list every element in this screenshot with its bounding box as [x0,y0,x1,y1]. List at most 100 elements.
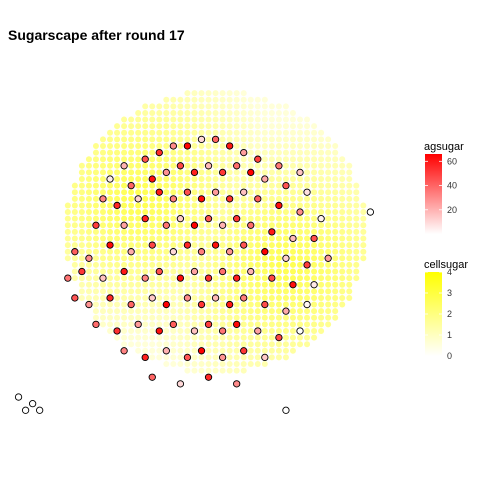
landscape-cell [226,268,233,275]
agent-point [106,294,114,302]
landscape-cell [163,156,170,163]
landscape-cell [198,182,205,189]
landscape-cell [128,129,135,136]
landscape-cell [233,367,240,374]
landscape-cell [71,242,78,249]
landscape-cell [282,109,289,116]
landscape-cell [149,169,156,176]
landscape-cell [191,361,198,368]
landscape-cell [233,288,240,295]
landscape-cell [212,308,219,315]
landscape-cell [198,255,205,262]
landscape-cell [149,116,156,123]
landscape-cell [170,103,177,110]
landscape-cell [135,281,142,288]
landscape-cell [156,136,163,143]
landscape-cell [226,294,233,301]
landscape-cell [170,169,177,176]
agent-point [225,195,234,203]
landscape-cell [254,96,261,103]
landscape-cell [332,268,339,275]
landscape-cell [92,242,99,249]
landscape-cell [289,156,296,163]
landscape-cell [128,136,135,143]
landscape-cell [78,248,85,255]
landscape-cell [114,162,121,169]
landscape-cell [275,222,282,229]
landscape-cell [177,235,184,242]
landscape-cell [128,294,135,301]
landscape-cell [121,314,128,321]
landscape-cell [99,288,106,295]
landscape-cell [268,129,275,136]
landscape-cell [240,301,247,308]
landscape-cell [268,222,275,229]
landscape-cell [318,176,325,183]
landscape-cell [121,255,128,262]
landscape-cell [332,275,339,282]
landscape-cell [114,268,121,275]
landscape-cell [353,275,360,282]
landscape-cell [346,202,353,209]
landscape-cell [346,182,353,189]
agent-point [85,300,93,309]
landscape-cell [297,308,304,315]
landscape-cell [135,202,142,209]
landscape-cell [198,275,205,282]
landscape-cell [212,149,219,156]
landscape-cell [275,235,282,242]
landscape-cell [64,215,71,222]
landscape-cell [121,248,128,255]
landscape-cell [212,123,219,130]
landscape-cell [114,294,121,301]
landscape-cell [99,308,106,315]
landscape-cell [268,261,275,268]
agent-point [176,215,185,223]
landscape-cell [289,321,296,328]
landscape-cell [163,123,170,130]
landscape-cell [99,169,106,176]
landscape-cell [85,235,92,242]
landscape-cell [297,248,304,255]
landscape-cell [325,294,332,301]
landscape-cell [198,222,205,229]
landscape-cell [177,189,184,196]
landscape-cell [85,288,92,295]
landscape-cell [297,321,304,328]
agent-point [282,307,290,315]
landscape-cell [304,123,311,130]
landscape-cell [205,142,212,149]
landscape-cell [85,275,92,282]
landscape-cell [226,228,233,235]
landscape-cell [282,169,289,176]
landscape-cell [289,176,296,183]
landscape-cell [325,149,332,156]
landscape-cell [268,255,275,262]
landscape-cell [304,222,311,229]
landscape-cell [92,228,99,235]
agent-point [289,234,297,243]
landscape-cell [289,202,296,209]
landscape-cell [275,195,282,202]
landscape-cell [219,202,226,209]
landscape-cell [297,202,304,209]
landscape-cell [311,222,318,229]
landscape-cell [332,142,339,149]
landscape-cell [128,123,135,130]
landscape-cell [177,327,184,334]
landscape-cell [339,182,346,189]
landscape-cell [268,209,275,216]
landscape-cell [240,202,247,209]
landscape-cell [233,156,240,163]
landscape-cell [275,248,282,255]
landscape-cell [282,228,289,235]
landscape-cell [184,327,191,334]
landscape-cell [268,314,275,321]
landscape-cell [325,321,332,328]
landscape-cell [149,354,156,361]
landscape-cell [247,189,254,196]
landscape-cell [107,156,114,163]
landscape-cell [226,347,233,354]
landscape-cell [142,268,149,275]
landscape-cell [191,149,198,156]
